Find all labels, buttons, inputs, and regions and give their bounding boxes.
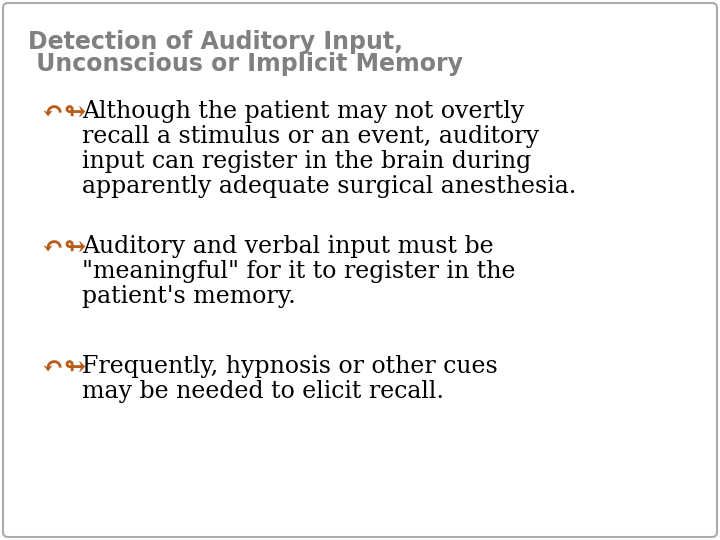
Text: apparently adequate surgical anesthesia.: apparently adequate surgical anesthesia.	[82, 175, 577, 198]
FancyBboxPatch shape	[3, 3, 717, 537]
Text: "meaningful" for it to register in the: "meaningful" for it to register in the	[82, 260, 516, 283]
Text: input can register in the brain during: input can register in the brain during	[82, 150, 531, 173]
Text: Although the patient may not overtly: Although the patient may not overtly	[82, 100, 524, 123]
Text: Detection of Auditory Input,: Detection of Auditory Input,	[28, 30, 403, 54]
Text: patient's memory.: patient's memory.	[82, 285, 296, 308]
Text: may be needed to elicit recall.: may be needed to elicit recall.	[82, 380, 444, 403]
Text: recall a stimulus or an event, auditory: recall a stimulus or an event, auditory	[82, 125, 539, 148]
Text: Unconscious or Implicit Memory: Unconscious or Implicit Memory	[28, 52, 463, 76]
Text: ↶↬: ↶↬	[42, 235, 86, 260]
Text: Auditory and verbal input must be: Auditory and verbal input must be	[82, 235, 494, 258]
Text: Frequently, hypnosis or other cues: Frequently, hypnosis or other cues	[82, 355, 498, 378]
Text: ↶↬: ↶↬	[42, 355, 86, 380]
Text: ↶↬: ↶↬	[42, 100, 86, 125]
